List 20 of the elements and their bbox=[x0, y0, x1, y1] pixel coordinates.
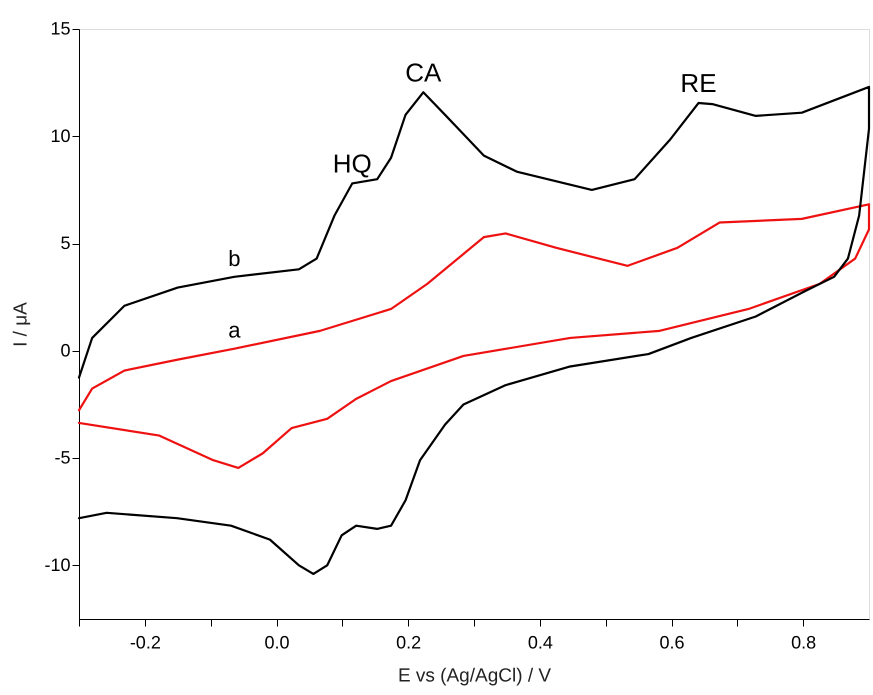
annotation: RE bbox=[680, 68, 717, 98]
annotation: CA bbox=[405, 57, 442, 88]
x-tick-label: 0.0 bbox=[264, 632, 290, 652]
annotation: b bbox=[228, 246, 240, 271]
x-tick-label: 0.8 bbox=[791, 632, 816, 652]
x-tick-label: -0.2 bbox=[130, 632, 161, 652]
annotation: HQ bbox=[332, 148, 372, 178]
x-tick-label: 0.4 bbox=[528, 632, 553, 652]
x-axis-title: E vs (Ag/AgCl) / V bbox=[398, 666, 552, 686]
y-tick-label: 0 bbox=[60, 340, 70, 360]
y-axis-title: I / μA bbox=[10, 302, 32, 347]
annotation: a bbox=[228, 318, 242, 343]
y-tick-label: -10 bbox=[44, 554, 70, 575]
y-tick-label: 15 bbox=[50, 18, 70, 38]
y-tick-label: -5 bbox=[54, 448, 70, 468]
x-tick-label: 0.2 bbox=[396, 632, 422, 652]
y-tick-label: 10 bbox=[50, 126, 70, 146]
x-tick-label: 0.6 bbox=[659, 632, 685, 652]
line-series bbox=[78, 203, 870, 470]
y-tick-label: 5 bbox=[60, 233, 70, 254]
